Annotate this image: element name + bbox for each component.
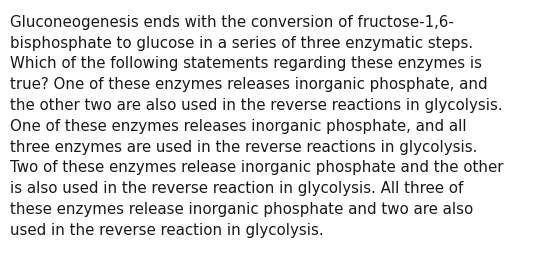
- Text: Gluconeogenesis ends with the conversion of fructose-1,6-
bisphosphate to glucos: Gluconeogenesis ends with the conversion…: [10, 15, 503, 237]
